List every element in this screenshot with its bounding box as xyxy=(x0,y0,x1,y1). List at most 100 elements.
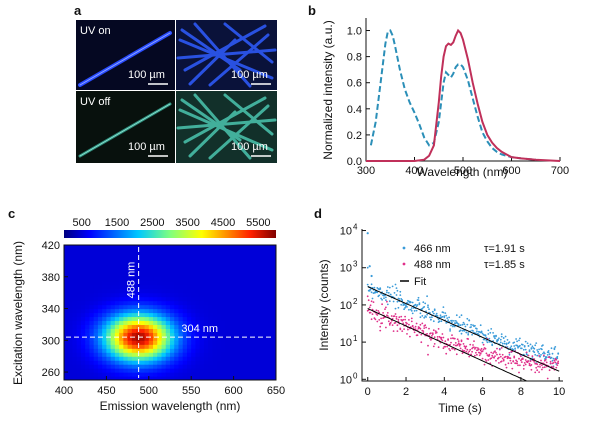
heatmap-cell xyxy=(254,276,260,282)
heatmap-cell xyxy=(114,288,120,294)
heatmap-cell xyxy=(246,296,252,302)
heatmap-cell xyxy=(102,312,107,318)
data-point-488nm xyxy=(409,335,411,338)
heatmap-cell xyxy=(174,308,180,314)
heatmap-cell xyxy=(80,264,86,270)
chart-c-xtick-label: 650 xyxy=(267,385,285,397)
heatmap-cell xyxy=(220,364,226,369)
heatmap-cell xyxy=(170,296,175,302)
data-point-488nm xyxy=(527,360,530,362)
data-point-466nm xyxy=(437,318,440,321)
data-point-488nm xyxy=(483,363,486,366)
heatmap-cell xyxy=(225,372,230,377)
heatmap-cell xyxy=(195,312,201,318)
heatmap-cell xyxy=(195,296,201,302)
data-point-466nm xyxy=(394,283,397,286)
heatmap-cell xyxy=(89,376,95,380)
heatmap-cell xyxy=(191,300,197,306)
heatmap-cell xyxy=(85,328,91,333)
heatmap-cell xyxy=(106,276,112,282)
data-point-488nm xyxy=(520,355,522,358)
heatmap-cell xyxy=(123,348,129,353)
heatmap-cell xyxy=(72,372,78,377)
heatmap-cell xyxy=(114,316,120,322)
heatmap-cell xyxy=(131,268,137,274)
heatmap-cell xyxy=(80,316,86,322)
heatmap-cell xyxy=(237,304,243,310)
heatmap-cell xyxy=(72,360,78,365)
heatmap-cell xyxy=(229,360,235,365)
heatmap-cell xyxy=(123,328,129,333)
heatmap-cell xyxy=(106,260,112,266)
heatmap-cell xyxy=(199,276,205,282)
heatmap-cell xyxy=(165,296,171,302)
heatmap-cell xyxy=(271,316,276,322)
data-point-488nm xyxy=(544,358,547,361)
data-point-488nm xyxy=(454,342,457,344)
heatmap-cell xyxy=(68,344,74,349)
data-point-466nm xyxy=(519,344,521,347)
heatmap-cell xyxy=(229,296,235,302)
heatmap-cell xyxy=(267,272,273,278)
data-point-466nm xyxy=(551,359,554,362)
data-point-466nm xyxy=(427,306,429,309)
heatmap-cell xyxy=(127,356,133,361)
heatmap-cell xyxy=(153,368,158,373)
data-point-488nm xyxy=(431,332,434,335)
heatmap-cell xyxy=(127,276,133,282)
heatmap-cell xyxy=(242,276,247,282)
heatmap-cell xyxy=(271,288,276,294)
heatmap-cell xyxy=(64,356,69,361)
heatmap-cell xyxy=(191,360,197,365)
heatmap-cell xyxy=(64,300,69,306)
data-point-488nm xyxy=(482,343,485,346)
heatmap-cell xyxy=(259,364,264,369)
heatmap-cell xyxy=(148,296,154,302)
data-point-466nm xyxy=(522,348,525,351)
data-point-488nm xyxy=(541,364,543,366)
heatmap-cell xyxy=(212,320,218,326)
heatmap-cell xyxy=(68,320,74,326)
heatmap-cell xyxy=(203,328,209,333)
heatmap-cell xyxy=(216,364,222,369)
chart-c-frame xyxy=(63,244,277,381)
heatmap-cell xyxy=(123,280,129,286)
heatmap-cell xyxy=(144,324,150,329)
heatmap-cell xyxy=(242,340,247,345)
heatmap-cell xyxy=(119,348,124,353)
heatmap-cell xyxy=(250,248,256,254)
heatmap-cell xyxy=(102,276,107,282)
heatmap-cell xyxy=(148,360,154,365)
heatmap-cell xyxy=(250,292,256,298)
heatmap-cell xyxy=(267,344,273,349)
data-point-466nm xyxy=(536,354,539,357)
data-point-488nm xyxy=(444,345,447,348)
data-point-488nm xyxy=(427,344,429,347)
heatmap-cell xyxy=(136,300,141,306)
heatmap-cell xyxy=(216,332,222,337)
data-point-466nm xyxy=(432,312,435,315)
data-point-466nm xyxy=(438,320,441,323)
data-point-488nm xyxy=(369,311,372,314)
data-point-466nm xyxy=(369,288,372,291)
heatmap-cell xyxy=(254,352,260,357)
heatmap-cell xyxy=(263,352,269,357)
data-point-466nm xyxy=(421,307,424,310)
heatmap-cell xyxy=(114,312,120,318)
heatmap-cell xyxy=(106,256,112,262)
data-point-488nm xyxy=(528,362,531,365)
heatmap-cell xyxy=(153,364,158,369)
data-point-466nm xyxy=(487,333,490,335)
data-point-488nm xyxy=(453,344,455,346)
data-point-488nm xyxy=(449,349,451,352)
heatmap-cell xyxy=(220,348,226,353)
heatmap-cell xyxy=(144,245,150,250)
data-point-466nm xyxy=(429,316,431,319)
heatmap-cell xyxy=(80,268,86,274)
heatmap-cell xyxy=(182,288,188,294)
data-point-488nm xyxy=(467,352,470,354)
heatmap-cell xyxy=(203,248,209,254)
heatmap-cell xyxy=(106,356,112,361)
heatmap-cell xyxy=(97,268,103,274)
heatmap-cell xyxy=(191,372,197,377)
